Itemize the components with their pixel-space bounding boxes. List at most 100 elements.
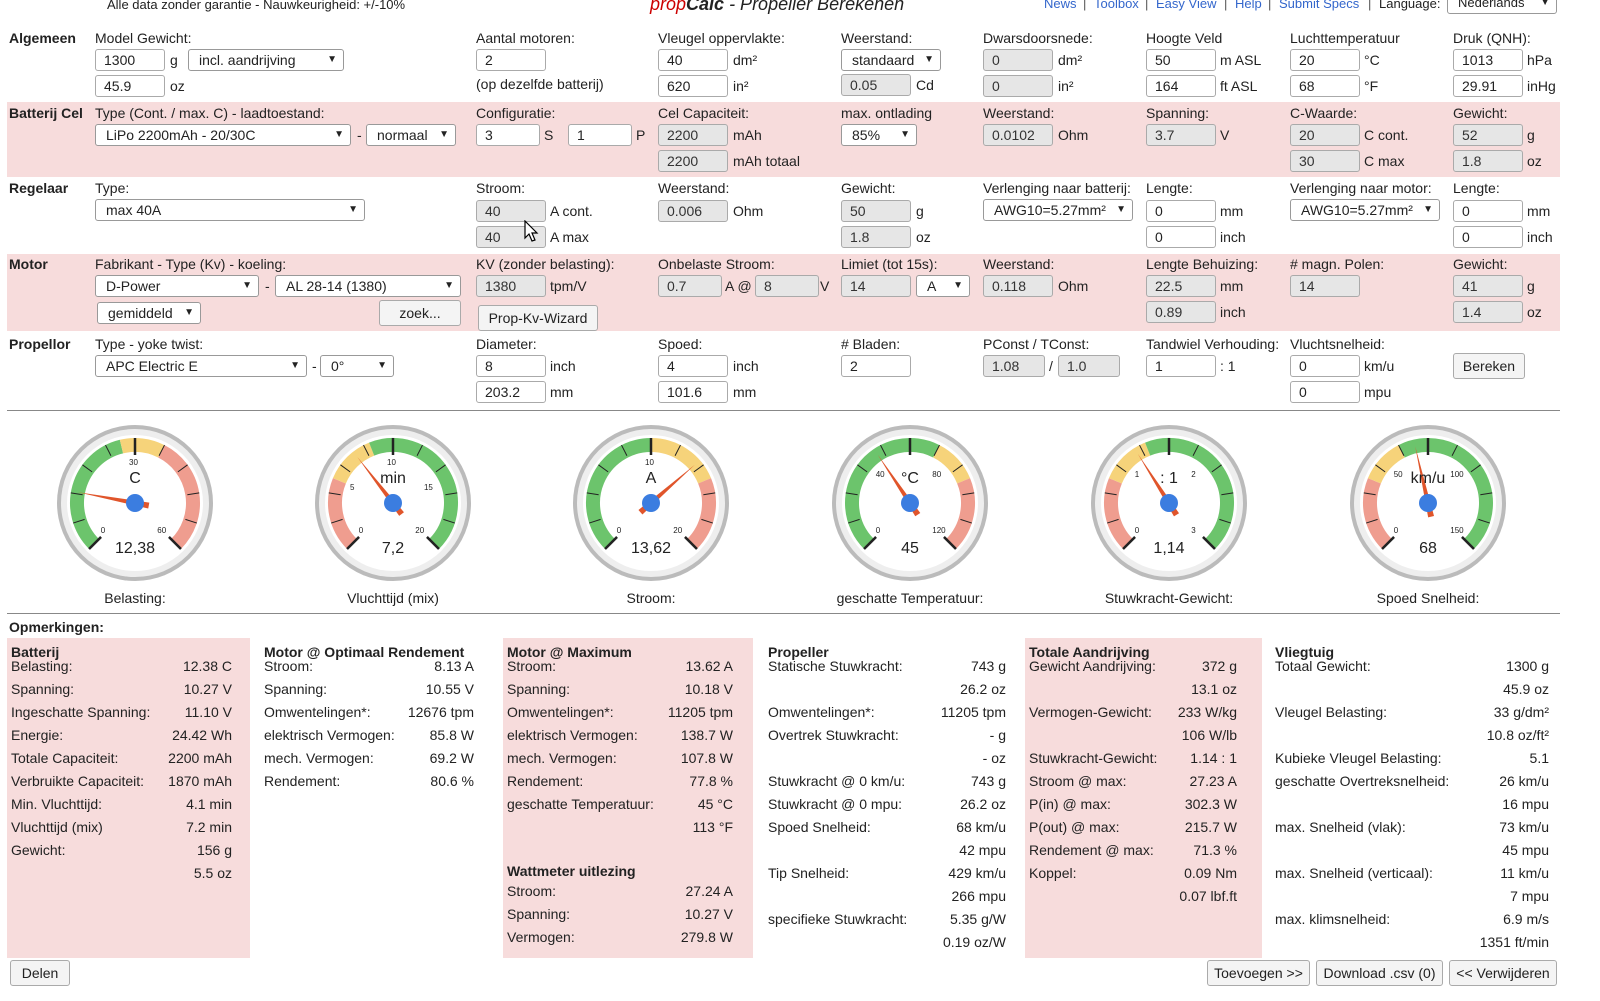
spoed-mm-input[interactable]: 101.6 [658, 381, 728, 403]
weerstand-select[interactable]: standaard ▼ [841, 49, 941, 71]
verlenging-motor-select[interactable]: AWG10=5.27mm² ▼ [1290, 199, 1440, 221]
vleugel-in2-input[interactable]: 620 [658, 75, 728, 97]
model-gewicht-g-input[interactable]: 1300 [95, 49, 165, 71]
stroom-cont-input[interactable]: 40 [476, 200, 546, 222]
link-submit-specs[interactable]: Submit Specs [1279, 0, 1360, 11]
lucht-f-input[interactable]: 68 [1290, 75, 1360, 97]
cel-capaciteit-input[interactable]: 2200 [658, 124, 728, 146]
batterij-gewicht-oz-input[interactable]: 1.8 [1453, 150, 1523, 172]
config-p-input[interactable]: 1 [568, 124, 632, 146]
tandwiel-input[interactable]: 1 [1146, 355, 1216, 377]
model-gewicht-oz-input[interactable]: 45.9 [95, 75, 165, 97]
verwijderen-button[interactable]: << Verwijderen [1449, 960, 1557, 986]
gauge-tick-label: 0 [875, 526, 881, 536]
aantal-motoren-input[interactable]: 2 [476, 49, 546, 71]
regelaar-gewicht-g-input[interactable]: 50 [841, 200, 911, 222]
kv-input[interactable]: 1380 [476, 275, 546, 297]
lengte-mot-mm-input[interactable]: 0 [1453, 200, 1523, 222]
dwars-in2-input[interactable]: 0 [983, 75, 1053, 97]
onbelaste-spanning-input[interactable]: 8 [755, 275, 819, 297]
label-verlenging-batterij: Verlenging naar batterij: [983, 180, 1131, 196]
koeling-select[interactable]: gemiddeld ▼ [97, 302, 201, 324]
bladen-input[interactable]: 2 [841, 355, 911, 377]
batterij-weerstand-input[interactable]: 0.0102 [983, 124, 1053, 146]
result-value: 11205 tpm [940, 704, 1006, 720]
regelaar-weerstand-input[interactable]: 0.006 [658, 200, 728, 222]
tconst-input[interactable]: 1.0 [1058, 355, 1120, 377]
prop-kv-wizard-button[interactable]: Prop-Kv-Wizard [478, 305, 598, 331]
delen-button[interactable]: Delen [10, 960, 70, 986]
result-column-propeller: Propeller Statische Stuwkracht: 743 g 26.2 … [764, 638, 1016, 958]
laadtoestand-select[interactable]: normaal ▼ [366, 124, 456, 146]
lucht-c-input[interactable]: 20 [1290, 49, 1360, 71]
aandrijving-select[interactable]: incl. aandrijving ▼ [188, 49, 344, 71]
vlucht-kmu-input[interactable]: 0 [1290, 355, 1360, 377]
motor-type-select[interactable]: AL 28-14 (1380) ▼ [275, 275, 461, 297]
yoke-twist-select[interactable]: 0° ▼ [320, 355, 394, 377]
spoed-in-input[interactable]: 4 [658, 355, 728, 377]
max-ontlading-select[interactable]: 85% ▼ [841, 124, 917, 146]
regelaar-type-select[interactable]: max 40A ▼ [95, 199, 365, 221]
limiet-input[interactable]: 14 [841, 275, 911, 297]
prop-type-select[interactable]: APC Electric E ▼ [95, 355, 307, 377]
link-easy-view[interactable]: Easy View [1156, 0, 1217, 11]
result-value: 215.7 W [1184, 819, 1237, 835]
label-motor-weerstand: Weerstand: [983, 256, 1055, 272]
unit-label: oz [1527, 153, 1542, 169]
batterij-spanning-input[interactable]: 3.7 [1146, 124, 1216, 146]
onbelaste-stroom-input[interactable]: 0.7 [658, 275, 722, 297]
lengte-mot-in-input[interactable]: 0 [1453, 226, 1523, 248]
zoek-button[interactable]: zoek... [379, 300, 461, 326]
vlucht-mpu-input[interactable]: 0 [1290, 381, 1360, 403]
diameter-in-input[interactable]: 8 [476, 355, 546, 377]
batterij-type-select[interactable]: LiPo 2200mAh - 20/30C ▼ [95, 124, 351, 146]
cel-capaciteit-totaal-input[interactable]: 2200 [658, 150, 728, 172]
motor-weerstand-input[interactable]: 0.118 [983, 275, 1053, 297]
unit-label: V [1220, 127, 1230, 143]
lengte-behuizing-mm-input[interactable]: 22.5 [1146, 275, 1216, 297]
dwars-dm2-input[interactable]: 0 [983, 49, 1053, 71]
result-value: 5.35 g/W [949, 911, 1006, 927]
vleugel-dm2-input[interactable]: 40 [658, 49, 728, 71]
result-label: Stuwkracht-Gewicht: [1029, 750, 1158, 766]
result-value: 266 mpu [951, 888, 1006, 904]
unit-label: oz [1527, 304, 1542, 320]
gauge-value: 68 [1419, 540, 1437, 557]
unit-label: g [1527, 127, 1535, 143]
link-news[interactable]: News [1044, 0, 1077, 11]
regelaar-gewicht-oz-input[interactable]: 1.8 [841, 226, 911, 248]
motor-gewicht-g-input[interactable]: 41 [1453, 275, 1523, 297]
hoogte-ft-input[interactable]: 164 [1146, 75, 1216, 97]
druk-inhg-input[interactable]: 29.91 [1453, 75, 1523, 97]
result-label: Statische Stuwkracht: [768, 658, 903, 674]
limiet-unit-select[interactable]: A ▼ [916, 275, 970, 297]
verlenging-batterij-select[interactable]: AWG10=5.27mm² ▼ [983, 199, 1133, 221]
language-select[interactable]: Nederlands ▼ [1447, 0, 1557, 14]
c-max-input[interactable]: 30 [1290, 150, 1360, 172]
result-value: 1351 ft/min [1479, 934, 1549, 950]
motor-gewicht-oz-input[interactable]: 1.4 [1453, 301, 1523, 323]
result-label: geschatte Overtreksnelheid: [1275, 773, 1450, 789]
weerstand-cd-input[interactable]: 0.05 [841, 74, 911, 96]
c-cont-input[interactable]: 20 [1290, 124, 1360, 146]
pconst-input[interactable]: 1.08 [983, 355, 1045, 377]
bereken-button[interactable]: Bereken [1453, 353, 1525, 379]
lengte-bat-in-input[interactable]: 0 [1146, 226, 1216, 248]
lengte-behuizing-in-input[interactable]: 0.89 [1146, 301, 1216, 323]
lengte-bat-mm-input[interactable]: 0 [1146, 200, 1216, 222]
diameter-mm-input[interactable]: 203.2 [476, 381, 546, 403]
link-help[interactable]: Help [1235, 0, 1262, 11]
polen-input[interactable]: 14 [1290, 275, 1360, 297]
config-s-input[interactable]: 3 [476, 124, 540, 146]
fabrikant-select[interactable]: D-Power ▼ [95, 275, 259, 297]
druk-hpa-input[interactable]: 1013 [1453, 49, 1523, 71]
batterij-gewicht-g-input[interactable]: 52 [1453, 124, 1523, 146]
toevoegen-button[interactable]: Toevoegen >> [1207, 960, 1310, 986]
unit-label: °F [1364, 78, 1379, 94]
link-toolbox[interactable]: Toolbox [1094, 0, 1139, 11]
download-csv-button[interactable]: Download .csv (0) [1316, 960, 1443, 986]
label-batterij-gewicht: Gewicht: [1453, 105, 1508, 121]
hoogte-m-input[interactable]: 50 [1146, 49, 1216, 71]
gauge-hub [642, 494, 660, 512]
gauge-unit: A [645, 470, 657, 487]
